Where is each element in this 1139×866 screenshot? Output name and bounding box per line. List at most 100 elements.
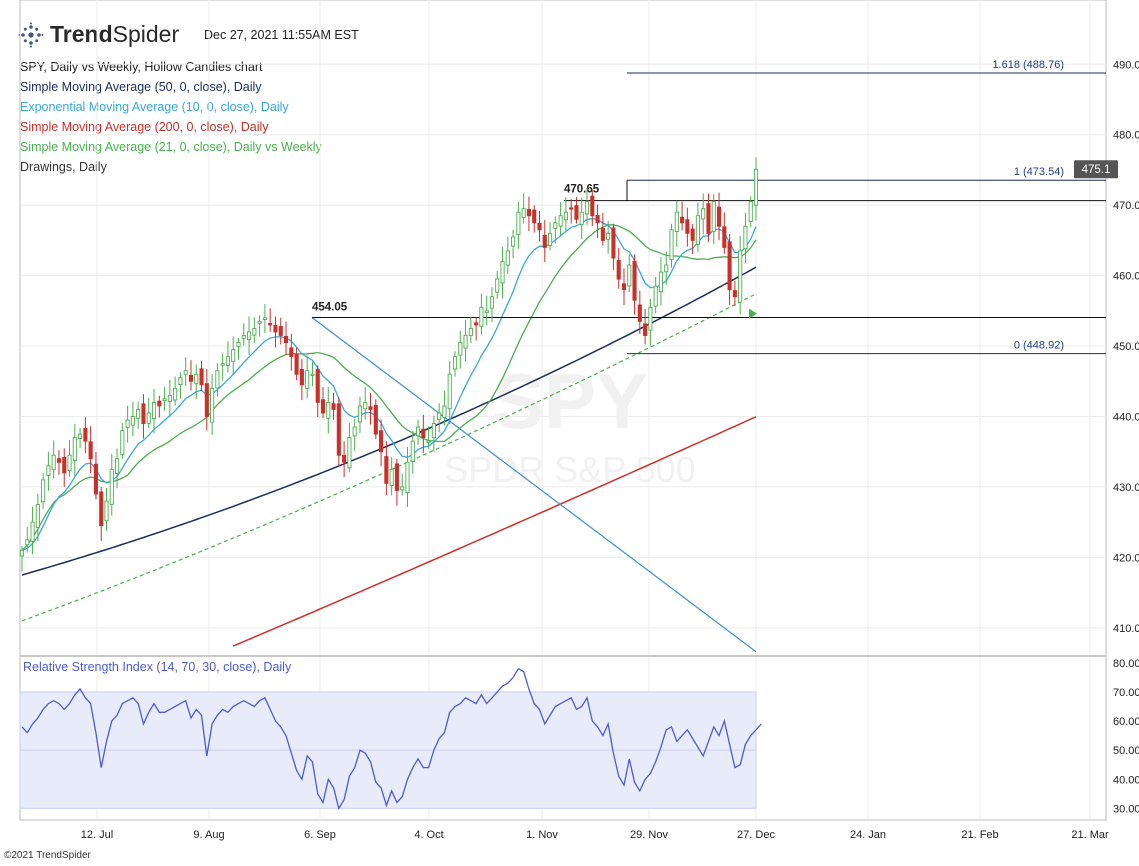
candle-body: [62, 456, 67, 474]
sma50-line: [21, 266, 757, 576]
candle-body: [716, 206, 722, 227]
candle-body: [167, 394, 172, 402]
y-tick-label: 410.00: [1113, 623, 1139, 635]
candle-body: [658, 271, 663, 293]
candle-body: [315, 369, 320, 403]
candle-body: [526, 209, 531, 217]
candle-body: [93, 463, 98, 495]
candle-body: [468, 327, 473, 337]
candle-body: [664, 264, 669, 273]
candle-body: [727, 241, 732, 291]
candle-body: [247, 331, 252, 341]
candle-body: [447, 373, 452, 410]
candle-body: [738, 250, 743, 303]
candle-body: [363, 401, 368, 410]
candle-body: [120, 430, 125, 455]
candle-body: [210, 387, 215, 423]
watermark-ticker: SPY: [492, 357, 648, 445]
candle-body: [426, 440, 431, 443]
candle-body: [204, 383, 209, 417]
y-tick-label: 430.00: [1113, 482, 1139, 494]
candle-body: [252, 327, 257, 336]
candle-body: [78, 433, 83, 439]
candle-body: [336, 403, 341, 456]
candle-body: [648, 306, 653, 331]
candle-body: [72, 437, 77, 462]
trendspider-logo-icon: [18, 22, 44, 47]
sma21-daily-line: [21, 224, 757, 551]
candle-body: [146, 412, 151, 424]
candle-body: [521, 208, 526, 219]
watermark-name: SPDR S&P 500: [444, 449, 695, 490]
copyright-text: ©2021 TrendSpider: [4, 850, 91, 861]
candle-body: [511, 236, 516, 247]
ema10-line: [21, 218, 757, 551]
candle-body: [537, 222, 542, 231]
candle-body: [347, 437, 352, 469]
candle-body: [431, 423, 436, 439]
rsi-y-tick-label: 80.00: [1113, 658, 1139, 670]
x-tick-label: 24. Jan: [850, 829, 886, 841]
candle-body: [357, 405, 363, 423]
x-tick-label: 21. Feb: [961, 829, 998, 841]
candle-body: [125, 419, 130, 429]
candle-body: [326, 401, 331, 419]
candle-body: [368, 406, 373, 410]
y-tick-label: 490.00: [1113, 59, 1139, 71]
candle-body: [183, 370, 188, 375]
candle-body: [99, 491, 104, 527]
candle-body: [162, 398, 167, 402]
rsi-y-tick-label: 70.00: [1113, 687, 1139, 699]
candle-body: [563, 211, 568, 221]
candle-body: [743, 225, 748, 250]
legend-item: Exponential Moving Average (10, 0, close…: [20, 100, 289, 114]
candle-body: [199, 368, 204, 386]
candle-body: [674, 211, 679, 232]
candle-body: [505, 250, 510, 266]
candle-body: [542, 234, 547, 248]
rsi-line: [21, 667, 762, 811]
candle-body: [283, 336, 289, 343]
candle-body: [151, 401, 157, 420]
candle-body: [458, 342, 463, 356]
candle-body: [711, 201, 716, 232]
candle-body: [695, 215, 700, 245]
candle-body: [680, 216, 685, 224]
candle-body: [157, 400, 162, 407]
candle-body: [67, 454, 72, 472]
candle-body: [41, 479, 46, 503]
candle-body: [405, 461, 410, 494]
candle-body: [299, 369, 304, 386]
candle-body: [115, 458, 120, 474]
candle-body: [231, 349, 236, 363]
candle-body: [394, 463, 399, 491]
fib-label: 1 (473.54): [1014, 166, 1064, 178]
candle-body: [590, 195, 595, 217]
candle-body: [56, 458, 62, 463]
candle-body: [220, 363, 225, 366]
y-tick-label: 420.00: [1113, 552, 1139, 564]
candle-body: [421, 428, 426, 439]
candle-body: [25, 539, 30, 546]
candle-body: [579, 211, 584, 225]
candle-body: [88, 441, 93, 460]
candle-body: [379, 430, 384, 453]
candle-body: [262, 317, 267, 320]
brand-name: TrendSpider: [50, 21, 180, 47]
candle-body: [173, 387, 178, 401]
candle-body: [19, 549, 25, 557]
candle-body: [553, 222, 558, 229]
rsi-y-tick-label: 50.00: [1113, 745, 1139, 757]
x-tick-label: 6. Sep: [304, 829, 336, 841]
candle-body: [30, 521, 35, 542]
candle-body: [516, 211, 521, 236]
legend-item: Simple Moving Average (21, 0, close), Da…: [20, 140, 322, 154]
candle-body: [732, 290, 737, 298]
candle-body: [611, 227, 616, 259]
candle-body: [415, 426, 421, 437]
candle-body: [389, 468, 394, 486]
candle-body: [616, 260, 621, 280]
y-tick-label: 480.00: [1113, 130, 1139, 142]
rsi-title: Relative Strength Index (14, 70, 30, clo…: [23, 660, 292, 674]
